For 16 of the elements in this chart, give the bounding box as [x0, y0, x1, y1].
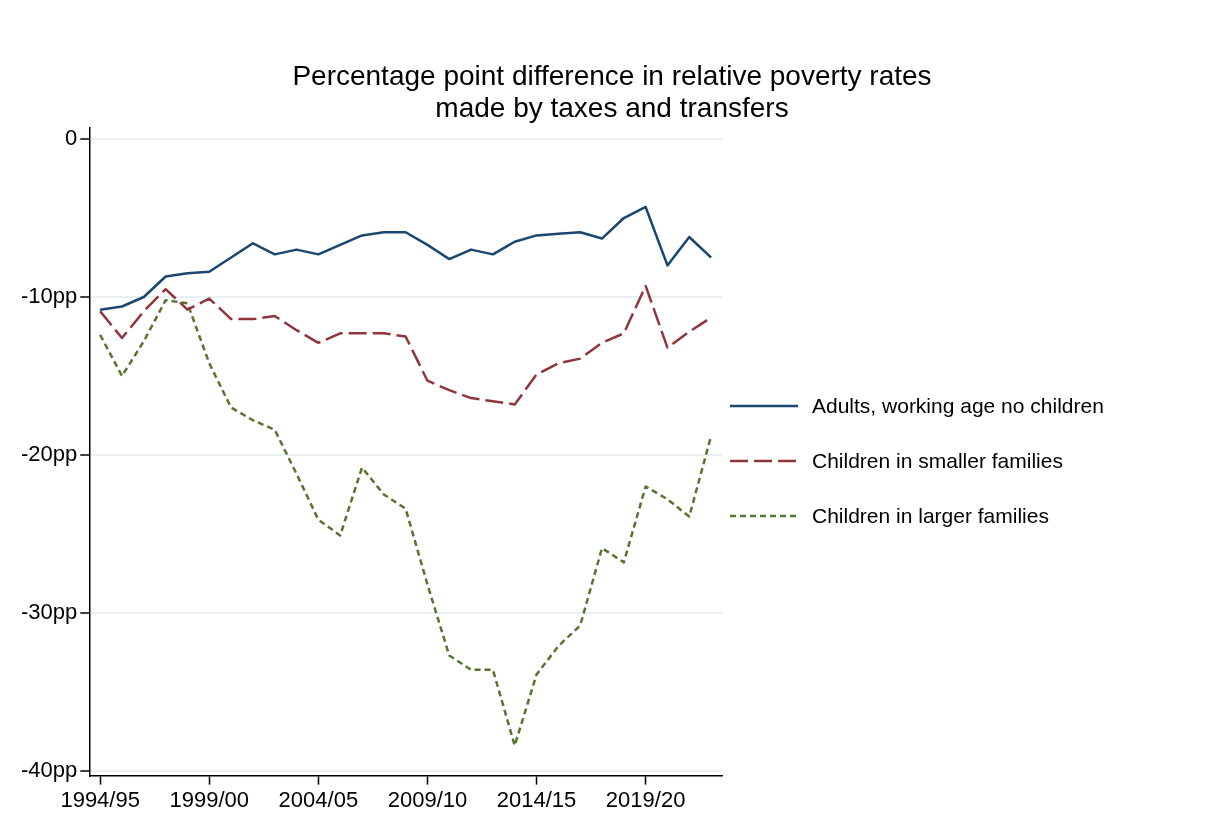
legend-label: Adults, working age no children	[812, 393, 1104, 418]
x-tick-label: 1999/00	[169, 786, 250, 812]
y-tick-label: -40pp	[20, 756, 78, 782]
x-tick-label: 2004/05	[278, 786, 359, 812]
x-tick-label: 1994/95	[60, 786, 140, 812]
chart-title: Percentage point difference in relative poverty rates made by taxes and transfers	[291, 60, 933, 124]
y-tick-label: 0	[65, 125, 78, 151]
x-tick-label: 2014/15	[496, 786, 577, 812]
y-tick-label: -30pp	[20, 598, 78, 624]
legend-label: Children in smaller families	[812, 448, 1063, 473]
legend-label: Children in larger families	[812, 503, 1049, 528]
line-series	[98, 298, 713, 747]
y-tick-label: -10pp	[20, 283, 78, 309]
x-tick-label: 2019/20	[605, 786, 686, 812]
y-tick-label: -20pp	[20, 441, 78, 467]
x-tick-label: 2009/10	[387, 786, 468, 812]
